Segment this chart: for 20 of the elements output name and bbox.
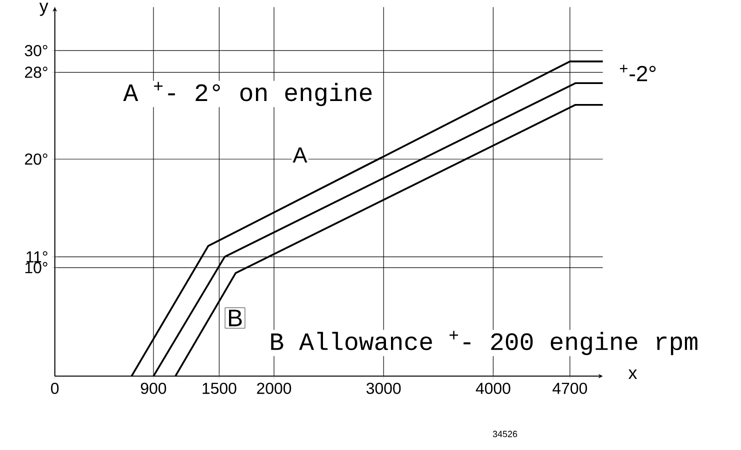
text: $^{+}$-2° (620, 64, 656, 82)
annotation: A $^{+}$- 2° on engine (123, 82, 372, 106)
y-tick-label: 20° (24, 153, 48, 165)
y-tick-label: 11° (26, 251, 48, 262)
x-tick-label: 4700 (552, 382, 588, 394)
x-tick-label: 3000 (366, 382, 401, 394)
x-tick-label: 1500 (202, 382, 236, 394)
annotation: B Allowance $^{+}$- 200 engine rpm (271, 330, 698, 356)
y-tick-label: 30° (24, 44, 48, 56)
x-tick-label: 900 (140, 382, 166, 394)
y-tick-label: 10° (25, 262, 48, 274)
annotation: B (229, 310, 242, 326)
x-axis-title: x (628, 369, 638, 379)
text: 34526 (492, 430, 518, 438)
x-tick-label: 0 (51, 382, 59, 394)
x-tick-label: 2000 (257, 382, 292, 394)
y-axis-title: y (39, 2, 48, 16)
x-tick-label: 4000 (476, 382, 510, 394)
y-tick-label: 28° (24, 66, 48, 78)
annotation: A (292, 147, 308, 163)
